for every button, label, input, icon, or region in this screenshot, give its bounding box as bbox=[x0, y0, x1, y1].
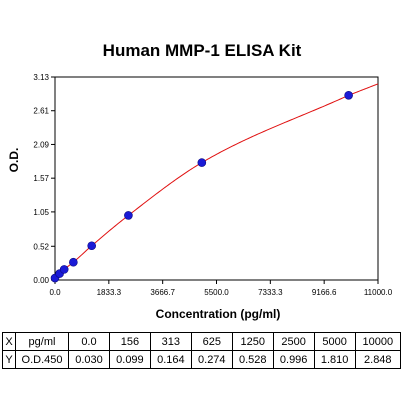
y-tick-label: 1.05 bbox=[33, 208, 49, 217]
y-tick-label: 1.57 bbox=[33, 174, 49, 183]
table-cell: 1250 bbox=[231, 332, 274, 351]
x-tick-label: 5500.0 bbox=[204, 288, 229, 297]
table-row: Y O.D.450 0.030 0.099 0.164 0.274 0.528 0.996 1.… bbox=[2, 350, 402, 369]
x-tick-label: 1833.3 bbox=[97, 288, 122, 297]
table-cell: 0.030 bbox=[68, 350, 110, 369]
data-point bbox=[69, 257, 78, 267]
table-cell: 0.528 bbox=[231, 350, 274, 369]
x-tick-label: 9166.6 bbox=[312, 288, 337, 297]
y-tick-label: 0.52 bbox=[33, 242, 49, 251]
table-cell: 313 bbox=[149, 332, 192, 351]
y-tick-label: 2.09 bbox=[33, 140, 49, 149]
row-header: Y bbox=[2, 350, 16, 369]
x-axis-label: Concentration (pg/ml) bbox=[156, 307, 281, 321]
data-point bbox=[197, 158, 207, 167]
table-cell: 2500 bbox=[272, 332, 315, 351]
table-cell: 0.164 bbox=[149, 350, 192, 369]
table-cell: 0.0 bbox=[68, 332, 110, 351]
table-cell: 2.848 bbox=[354, 350, 402, 369]
data-point bbox=[59, 265, 69, 274]
fit-curve bbox=[54, 83, 379, 279]
data-point bbox=[124, 211, 133, 220]
y-tick-label: 2.61 bbox=[33, 107, 49, 116]
table-cell: 0.099 bbox=[108, 350, 151, 369]
chart-title: Human MMP-1 ELISA Kit bbox=[103, 41, 302, 60]
data-point bbox=[87, 241, 97, 251]
x-tick-label: 11000.0 bbox=[364, 288, 393, 297]
table-cell: 625 bbox=[190, 332, 233, 351]
table-cell: 10000 bbox=[354, 332, 402, 351]
y-tick-label: 3.13 bbox=[33, 73, 49, 82]
table-cell: 156 bbox=[108, 332, 151, 351]
x-tick-label: 0.0 bbox=[49, 288, 61, 297]
plot-frame bbox=[54, 76, 379, 281]
row-header: X bbox=[2, 332, 16, 351]
table-cell: 5000 bbox=[313, 332, 356, 351]
table-cell: 0.996 bbox=[272, 350, 315, 369]
x-tick-label: 3666.7 bbox=[150, 288, 175, 297]
y-tick-label: 0.00 bbox=[33, 276, 49, 285]
table-cell: 0.274 bbox=[190, 350, 233, 369]
row-unit: pg/ml bbox=[15, 332, 69, 351]
row-unit: O.D.450 bbox=[15, 350, 69, 369]
table-cell: 1.810 bbox=[313, 350, 356, 369]
data-point bbox=[344, 90, 353, 100]
y-axis-label: O.D. bbox=[7, 148, 21, 173]
chart-svg: Human MMP-1 ELISA Kit Concentration (pg/… bbox=[7, 41, 393, 321]
x-tick-label: 7333.3 bbox=[258, 288, 283, 297]
chart-area: Human MMP-1 ELISA Kit Concentration (pg/… bbox=[7, 41, 393, 321]
